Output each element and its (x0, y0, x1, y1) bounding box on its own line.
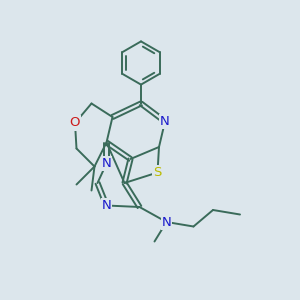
Text: O: O (70, 116, 80, 130)
Text: N: N (102, 157, 111, 170)
Text: S: S (153, 166, 162, 179)
Text: N: N (102, 199, 111, 212)
Text: N: N (160, 115, 170, 128)
Text: N: N (162, 215, 171, 229)
